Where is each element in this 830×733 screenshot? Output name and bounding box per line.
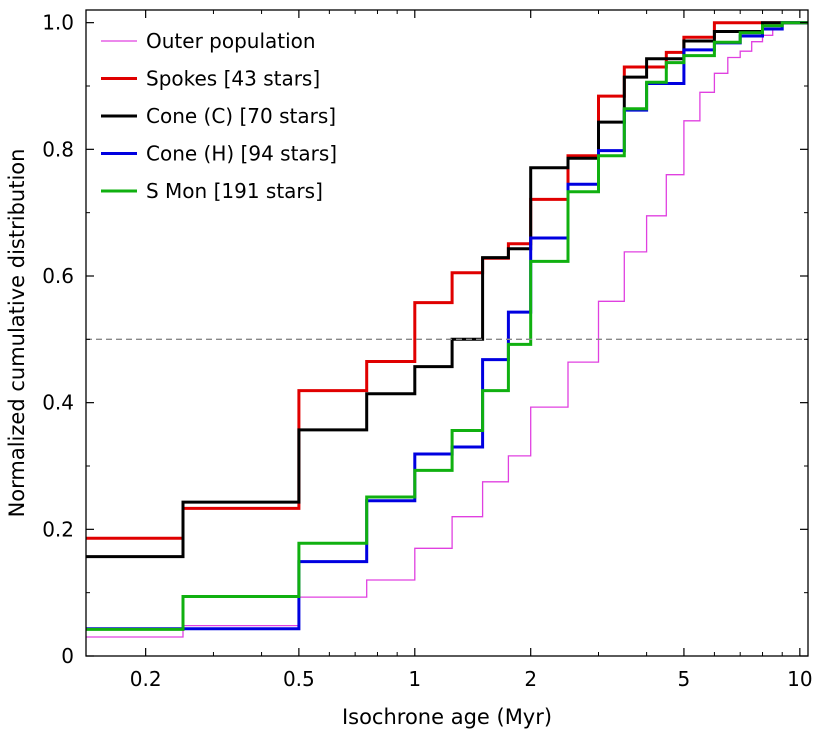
legend-label-s-mon-191-stars: S Mon [191 stars] <box>146 179 323 203</box>
series-line-s-mon-191-stars <box>86 21 808 631</box>
x-tick-label: 0.5 <box>283 667 315 691</box>
x-tick-label: 1 <box>408 667 421 691</box>
series-line-outer-population <box>86 22 808 638</box>
tick-layer: 0.2 0.5 1 2 5 10 0 0.2 0.4 0.6 0.8 1.0 <box>42 10 813 691</box>
y-axis-title: Normalized cumulative distribution <box>5 149 29 518</box>
y-tick-label: 1.0 <box>42 11 74 35</box>
legend-label-cone-h-94-stars: Cone (H) [94 stars] <box>146 142 337 166</box>
x-tick-label: 0.2 <box>130 667 162 691</box>
x-tick-label: 2 <box>524 667 537 691</box>
legend-label-outer-population: Outer population <box>146 29 316 53</box>
y-tick-label: 0.8 <box>42 137 74 161</box>
y-tick-label: 0 <box>61 644 74 668</box>
y-tick-label: 0.4 <box>42 391 74 415</box>
x-axis-title: Isochrone age (Myr) <box>342 705 552 729</box>
y-tick-label: 0.2 <box>42 517 74 541</box>
series-line-cone-c-70-stars <box>86 21 808 559</box>
x-tick-label: 10 <box>787 667 812 691</box>
legend-label-cone-c-70-stars: Cone (C) [70 stars] <box>146 104 336 128</box>
plot-frame <box>85 9 809 657</box>
legend: Outer population Spokes [43 stars] Cone (C… <box>101 29 337 203</box>
series-layer <box>86 21 808 638</box>
legend-label-spokes-43-stars: Spokes [43 stars] <box>146 67 320 91</box>
y-tick-label: 0.6 <box>42 264 74 288</box>
x-tick-label: 5 <box>678 667 691 691</box>
